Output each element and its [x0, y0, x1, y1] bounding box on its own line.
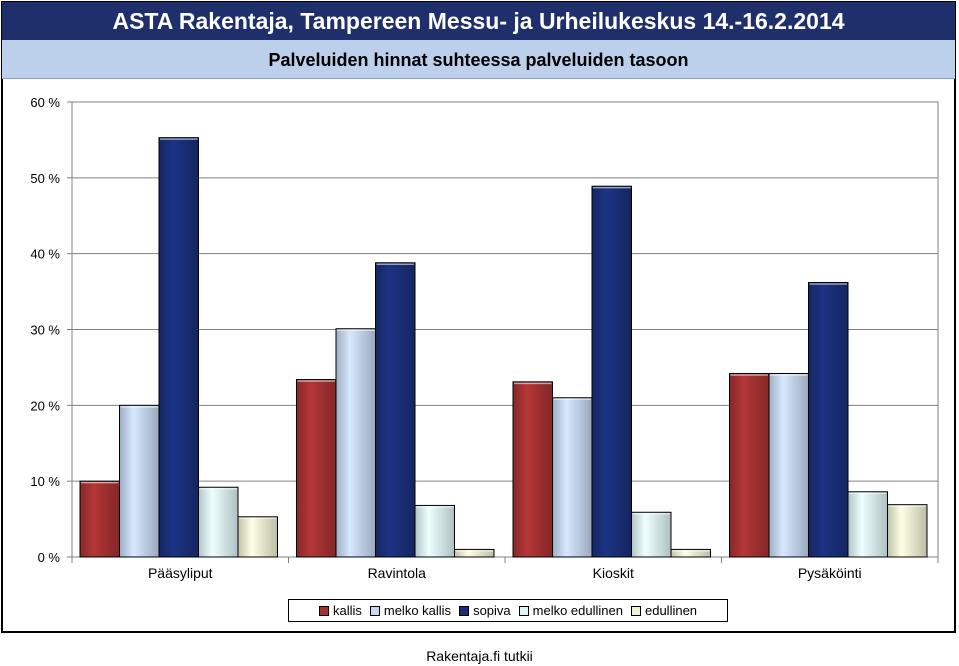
legend-label: melko kallis	[383, 603, 452, 618]
bar-sopiva	[591, 185, 632, 558]
chart-subtitle: Palveluiden hinnat suhteessa palveluiden…	[2, 40, 955, 79]
bar-sopiva	[158, 137, 199, 558]
legend-swatch	[518, 605, 529, 616]
chart-legend: kallis melko kallis sopiva melko edullinen e…	[288, 599, 728, 622]
bar-chart: 0 % 10 % 20 % 30 % 40 % 50 % 60 % Pääsyliput Rav…	[30, 95, 939, 581]
y-tick-label: 20 %	[30, 398, 60, 413]
legend-label: edullinen	[644, 603, 698, 618]
legend-label: kallis	[332, 603, 362, 618]
x-tick-label: Pysäköinti	[798, 565, 862, 581]
legend-swatch	[630, 605, 641, 616]
bar-melko-kallis	[335, 328, 376, 558]
bar-kallis	[296, 379, 337, 558]
legend-label: sopiva	[473, 603, 511, 618]
legend-swatch	[318, 605, 329, 616]
bar-melko-edullinen	[631, 511, 672, 558]
legend-item: melko edullinen	[518, 603, 623, 618]
legend-label: melko edullinen	[532, 603, 623, 618]
bar-edullinen	[887, 504, 928, 558]
y-tick-label: 10 %	[30, 474, 60, 489]
bar-edullinen	[670, 548, 711, 558]
chart-title: ASTA Rakentaja, Tampereen Messu- ja Urhe…	[2, 2, 955, 40]
legend-item: edullinen	[630, 603, 698, 618]
legend-item: kallis	[318, 603, 362, 618]
legend-swatch	[459, 605, 470, 616]
bar-kallis	[729, 372, 770, 558]
bar-edullinen	[237, 516, 278, 558]
y-tick-label: 50 %	[30, 171, 60, 186]
bar-kallis	[79, 480, 120, 558]
bar-melko-edullinen	[414, 504, 455, 558]
legend-item: sopiva	[459, 603, 511, 618]
legend-item: melko kallis	[369, 603, 452, 618]
x-tick-label: Pääsyliput	[148, 565, 213, 581]
y-tick-label: 40 %	[30, 247, 60, 262]
bar-edullinen	[454, 548, 495, 558]
bar-melko-edullinen	[847, 491, 888, 558]
y-tick-label: 30 %	[30, 323, 60, 338]
x-tick-label: Kioskit	[593, 565, 634, 581]
bar-sopiva	[375, 262, 416, 558]
bar-sopiva	[808, 281, 849, 558]
y-tick-label: 0 %	[38, 550, 61, 565]
y-tick-label: 60 %	[30, 95, 60, 110]
bar-melko-edullinen	[198, 486, 239, 558]
bar-kallis	[512, 381, 553, 558]
bar-melko-kallis	[119, 404, 160, 558]
bar-melko-kallis	[552, 397, 593, 558]
x-tick-label: Ravintola	[368, 565, 427, 581]
bar-melko-kallis	[768, 372, 809, 558]
legend-swatch	[369, 605, 380, 616]
footer-source: Rakentaja.fi tutkii	[426, 648, 533, 664]
